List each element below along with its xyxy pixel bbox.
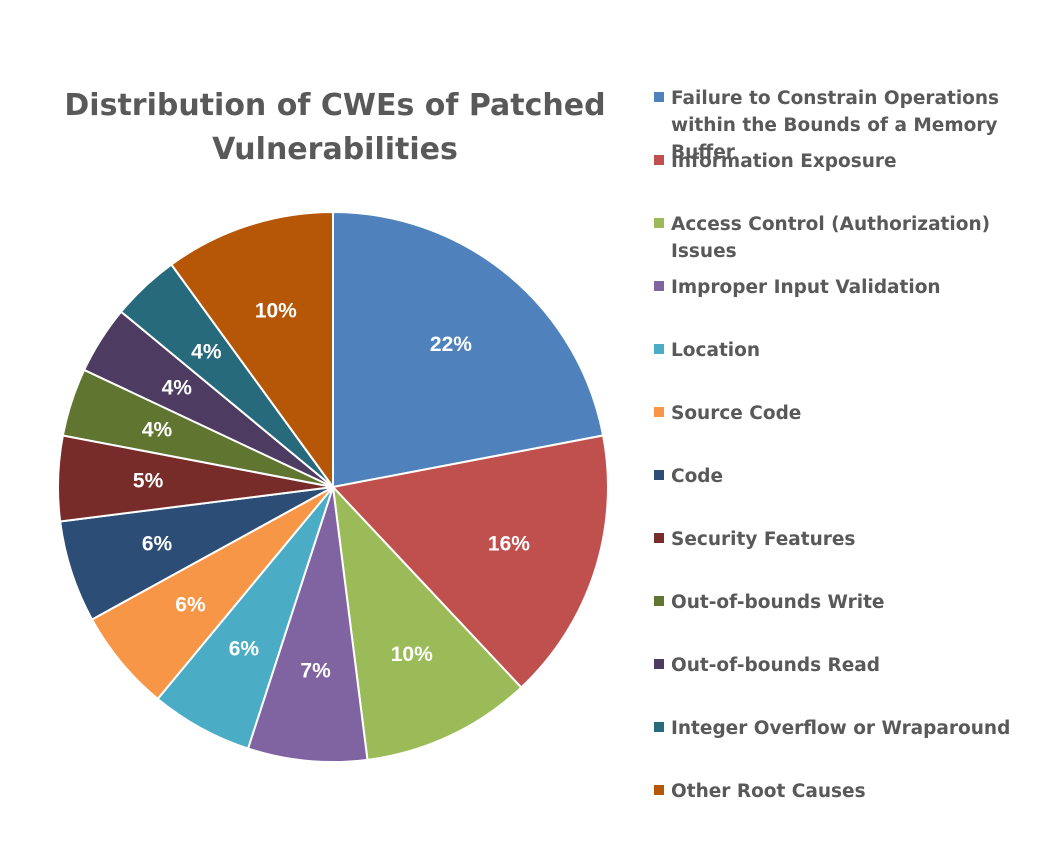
legend-swatch — [654, 344, 664, 354]
slice-data-label: 4% — [162, 376, 193, 399]
legend-entry: Location — [654, 337, 1054, 364]
legend-label: Security Features — [671, 529, 856, 550]
slice-data-label: 16% — [488, 533, 530, 556]
chart-title: Distribution of CWEs of Patched Vulnerab… — [64, 88, 606, 167]
legend-entry: Failure to Constrain Operations within t… — [654, 85, 1054, 166]
pie-slice — [246, 486, 369, 763]
legend-entry: Improper Input Validation — [654, 274, 1054, 301]
legend-entry: Code — [654, 463, 1054, 490]
legend-entry: Access Control (Authorization) Issues — [654, 211, 1054, 265]
legend-swatch — [654, 155, 664, 165]
legend-swatch — [654, 92, 664, 102]
slice-data-label: 4% — [142, 418, 173, 441]
slice-data-label: 6% — [175, 593, 206, 616]
slice-data-label: 4% — [191, 341, 222, 364]
slice-data-label: 22% — [430, 333, 472, 356]
slice-data-label: 6% — [229, 638, 260, 661]
legend-swatch — [654, 659, 664, 669]
legend-swatch — [654, 218, 664, 228]
slice-data-label: 5% — [133, 470, 164, 493]
slice-data-label: 6% — [142, 533, 173, 556]
legend-label: Integer Overflow or Wraparound — [671, 718, 1011, 739]
pie-slice — [331, 434, 609, 689]
slice-data-label: 7% — [300, 660, 331, 683]
legend-swatch — [654, 470, 664, 480]
legend-swatch — [654, 785, 664, 795]
legend-swatch — [654, 533, 664, 543]
legend-label: Code — [671, 466, 724, 487]
legend-entry: Source Code — [654, 400, 1054, 427]
legend-swatch — [654, 722, 664, 732]
legend-swatch — [654, 407, 664, 417]
legend-entry: Security Features — [654, 526, 1054, 553]
legend-entry: Out-of-bounds Write — [654, 589, 1054, 616]
legend-label: Failure to Constrain Operations within t… — [671, 88, 1000, 163]
legend-entry: Other Root Causes — [654, 778, 1054, 805]
legend-entry: Out-of-bounds Read — [654, 652, 1054, 679]
pie-slice — [331, 484, 523, 761]
legend-entry: Information Exposure — [654, 148, 1054, 175]
slice-data-label: 10% — [255, 300, 297, 323]
legend-label: Information Exposure — [671, 151, 897, 172]
legend-label: Other Root Causes — [671, 781, 866, 802]
legend-swatch — [654, 596, 664, 606]
slice-data-label: 10% — [391, 643, 433, 666]
pie-slice — [169, 210, 334, 491]
legend-label: Location — [671, 340, 761, 361]
legend-label: Source Code — [671, 403, 802, 424]
legend-swatch — [654, 281, 664, 291]
pie-slice — [332, 210, 605, 489]
legend-label: Improper Input Validation — [671, 277, 941, 298]
legend-label: Out-of-bounds Write — [671, 592, 885, 613]
legend-entry: Integer Overflow or Wraparound — [654, 715, 1054, 742]
legend-label: Access Control (Authorization) Issues — [671, 214, 991, 262]
legend-label: Out-of-bounds Read — [671, 655, 881, 676]
